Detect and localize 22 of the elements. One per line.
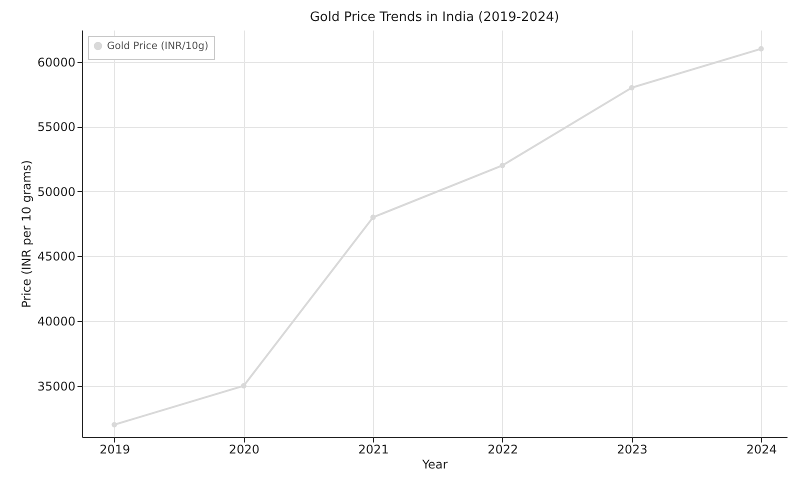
y-tick-label: 55000	[37, 120, 76, 134]
x-tick-label: 2023	[616, 442, 648, 456]
x-tick-label: 2024	[746, 442, 777, 456]
y-tick-label: 50000	[37, 184, 76, 199]
y-tick-label: 45000	[37, 250, 76, 264]
point	[758, 46, 764, 52]
legend-label: Gold Price (INR/10g)	[107, 41, 208, 52]
y-tick-label: 35000	[37, 379, 76, 394]
point	[240, 383, 246, 389]
point	[112, 422, 118, 428]
point	[629, 84, 635, 90]
y-axis-title: Price (INR per 10 grams)	[19, 160, 34, 308]
x-tick-label: 2019	[100, 442, 130, 456]
chart-title: Gold Price Trends in India (2019-2024)	[310, 10, 560, 25]
point	[500, 162, 506, 168]
x-axis-title: Year	[421, 458, 448, 472]
y-tick-label: 40000	[37, 314, 76, 328]
point	[370, 214, 376, 220]
x-tick-label: 2021	[358, 442, 389, 456]
x-tick-label: 2022	[488, 442, 518, 456]
x-tick-label: 2020	[228, 442, 260, 456]
y-tick-label: 60000	[37, 55, 76, 70]
